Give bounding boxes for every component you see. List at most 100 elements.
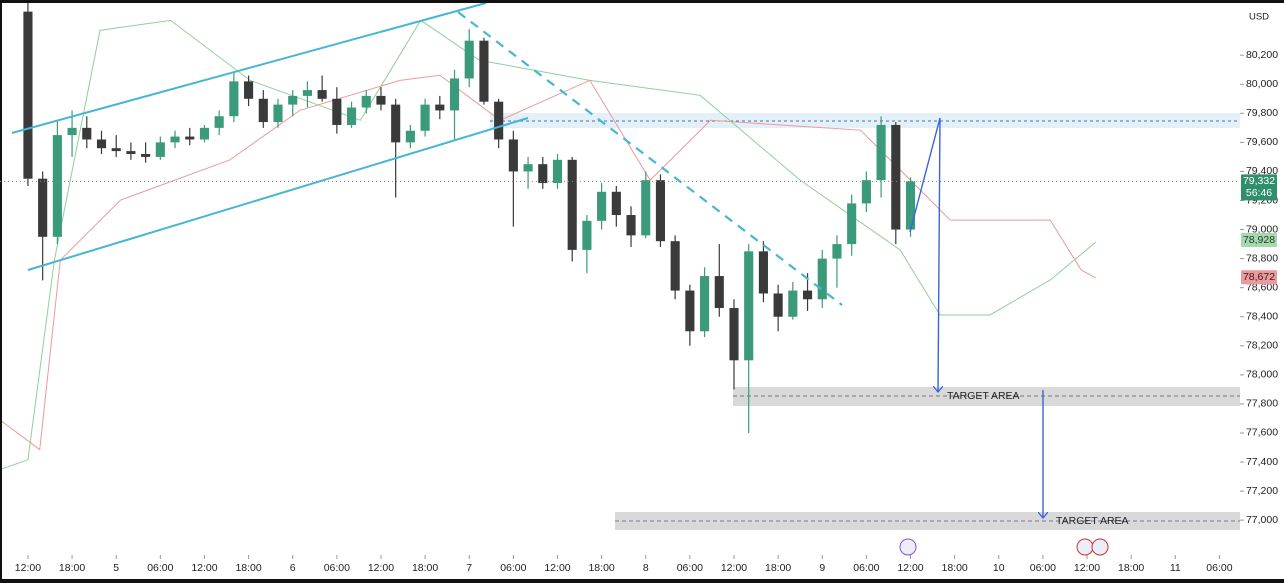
price-badge — [1241, 174, 1277, 201]
event-icon[interactable] — [899, 538, 917, 556]
x-tick-label: 18:00 — [59, 562, 85, 574]
candle-body — [258, 98, 268, 123]
y-tick-label: 78,800 — [1246, 252, 1278, 264]
candle-body — [464, 40, 474, 79]
candle-body — [700, 276, 710, 332]
channel-line — [27, 117, 529, 271]
candle-body — [626, 215, 636, 236]
y-tick-label: 79,800 — [1246, 107, 1278, 119]
candle-body — [832, 244, 842, 259]
currency: USD — [1249, 12, 1269, 23]
candle-body — [391, 104, 401, 143]
candle-body — [685, 290, 695, 332]
x-tick-label: 18:00 — [765, 562, 791, 574]
target-zone — [615, 512, 1240, 530]
candles — [23, 0, 916, 433]
candle-body — [332, 98, 342, 125]
x-tick-label: 9 — [819, 562, 825, 574]
countdown: 56:46 — [1246, 187, 1272, 199]
price-badge-label: 78,672 — [1243, 271, 1275, 283]
price-badge — [1241, 233, 1277, 248]
candle-body — [199, 127, 210, 140]
x-tick-label: 12:00 — [191, 562, 217, 574]
x-tick-label: 06:00 — [147, 562, 173, 574]
annotation: TARGET AREA — [1056, 515, 1129, 527]
candle-body — [861, 180, 871, 204]
candle-body — [23, 11, 33, 179]
candle-body — [155, 142, 165, 157]
y-tick-label: 77,400 — [1246, 456, 1278, 468]
x-tick-label: 18:00 — [941, 562, 967, 574]
candle-body — [302, 90, 312, 96]
price-badge — [1241, 270, 1277, 285]
projection-arrow — [909, 117, 940, 392]
candle-body — [817, 258, 827, 300]
x-tick-label: 12:00 — [368, 562, 394, 574]
candle-body — [244, 81, 254, 99]
x-tick-label: 11 — [1170, 562, 1181, 574]
candle-body — [435, 104, 445, 111]
candle-body — [758, 251, 768, 294]
x-tick-label: 12:00 — [15, 562, 41, 574]
candle-body — [552, 159, 563, 184]
x-tick-label: 7 — [466, 562, 472, 574]
x-tick-label: 06:00 — [1206, 562, 1232, 574]
candle-body — [376, 95, 386, 105]
x-tick-label: 06:00 — [677, 562, 703, 574]
candle-body — [111, 148, 121, 152]
frame — [0, 579, 1284, 583]
candle-body — [567, 159, 577, 250]
y-tick-label: 78,600 — [1246, 281, 1278, 293]
axes: 77,000 77,200 77,400 77,600 77,800 78,000 78,2… — [0, 49, 1278, 574]
event-icon[interactable] — [1076, 538, 1094, 556]
y-tick-label: 78,200 — [1246, 340, 1278, 352]
frame — [0, 0, 1284, 3]
candle-body — [38, 178, 48, 237]
candle-body — [67, 127, 77, 136]
x-tick-label: 06:00 — [324, 562, 350, 574]
plot-background — [490, 113, 1240, 530]
candle-body — [670, 241, 680, 291]
y-tick-label: 80,000 — [1246, 78, 1278, 90]
y-tick-label: 79,000 — [1246, 223, 1278, 235]
candle-body — [773, 293, 783, 317]
trend-line — [457, 11, 843, 306]
event-icon[interactable] — [1091, 538, 1109, 556]
price-badge-label: 79,332 — [1243, 175, 1275, 187]
candle-body — [141, 154, 151, 157]
candle-body — [96, 139, 107, 149]
target-zone — [733, 387, 1240, 406]
candle-body — [273, 104, 283, 123]
y-tick-label: 77,600 — [1246, 427, 1278, 439]
x-tick-label: 18:00 — [588, 562, 614, 574]
candle-body — [597, 191, 607, 221]
candle-body — [891, 124, 901, 230]
y-tick-label: 78,000 — [1246, 369, 1278, 381]
candle-body — [317, 90, 327, 99]
x-tick-label: 10 — [993, 562, 1005, 574]
candle-body — [479, 40, 489, 102]
price-badge-label: 78,928 — [1243, 234, 1275, 246]
candle-body — [494, 101, 504, 140]
annotation: TARGET AREA — [947, 390, 1020, 402]
candle-body — [744, 251, 754, 361]
x-tick-label: 12:00 — [721, 562, 747, 574]
candle-body — [847, 203, 857, 245]
y-tick-label: 78,400 — [1246, 311, 1278, 323]
candle-body — [788, 290, 798, 317]
y-tick-label: 77,200 — [1246, 485, 1278, 497]
x-tick-label: 5 — [113, 562, 119, 574]
x-tick-label: 06:00 — [853, 562, 879, 574]
candle-body — [714, 276, 724, 309]
x-tick-label: 18:00 — [412, 562, 438, 574]
channel-line — [11, 2, 487, 134]
candle-body — [126, 151, 136, 155]
candle-body — [405, 130, 415, 143]
candle-body — [229, 81, 239, 117]
y-tick-label: 79,400 — [1246, 165, 1278, 177]
candle-body — [185, 136, 195, 140]
y-tick-label: 79,600 — [1246, 136, 1278, 148]
candle-body — [729, 308, 739, 361]
